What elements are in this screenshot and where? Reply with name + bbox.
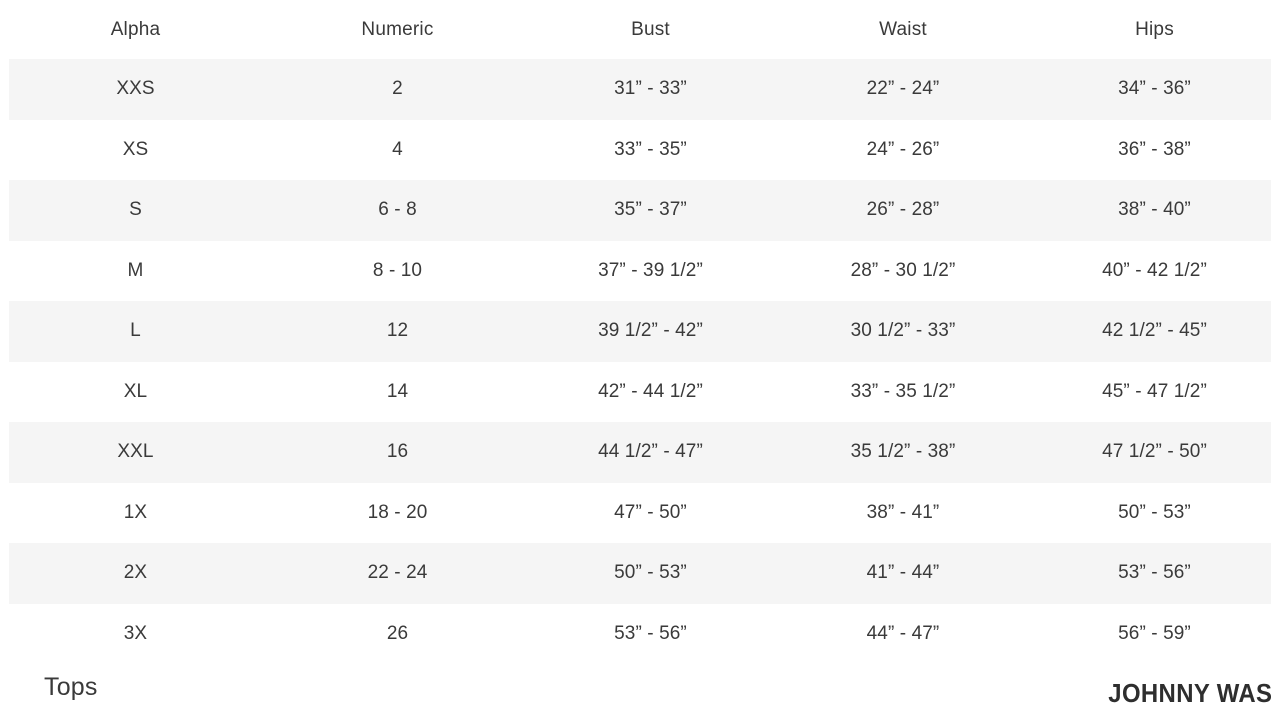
cell-waist: 38” - 41” bbox=[866, 501, 940, 523]
cell-numeric: 14 bbox=[386, 380, 409, 402]
column-header-waist: Waist bbox=[777, 0, 1029, 59]
cell-waist: 28” - 30 1/2” bbox=[850, 259, 956, 281]
table-row: M 8 - 10 37” - 39 1/2” 28” - 30 1/2” 40” - 4… bbox=[0, 241, 1280, 302]
cell-alpha: XS bbox=[122, 138, 149, 160]
brand-logo-johnny-was: JOHNNY WAS bbox=[1107, 678, 1272, 708]
cell-bust: 39 1/2” - 42” bbox=[598, 320, 703, 342]
cell-hips: 50” - 53” bbox=[1118, 501, 1191, 523]
cell-numeric: 18 - 20 bbox=[367, 501, 428, 523]
cell-waist: 33” - 35 1/2” bbox=[850, 380, 956, 402]
cell-alpha: XL bbox=[123, 380, 148, 402]
column-header-alpha: Alpha bbox=[0, 0, 271, 59]
cell-bust: 31” - 33” bbox=[614, 78, 687, 100]
cell-bust: 42” - 44 1/2” bbox=[598, 380, 703, 402]
table-header-row: Alpha Numeric Bust Waist Hips bbox=[0, 0, 1280, 59]
footer-category-label: Tops bbox=[44, 673, 98, 701]
cell-bust: 35” - 37” bbox=[614, 199, 687, 221]
cell-numeric: 12 bbox=[386, 320, 409, 342]
cell-hips: 34” - 36” bbox=[1118, 78, 1191, 100]
cell-hips: 56” - 59” bbox=[1118, 622, 1191, 644]
cell-hips: 53” - 56” bbox=[1118, 562, 1191, 584]
cell-alpha: L bbox=[130, 320, 141, 342]
cell-alpha: S bbox=[129, 199, 142, 221]
cell-bust: 33” - 35” bbox=[614, 138, 687, 160]
cell-waist: 22” - 24” bbox=[866, 78, 940, 100]
cell-numeric: 4 bbox=[392, 138, 403, 160]
cell-waist: 35 1/2” - 38” bbox=[850, 441, 956, 463]
footer: Tops JOHNNY WAS bbox=[0, 664, 1280, 720]
table-row: 1X 18 - 20 47” - 50” 38” - 41” 50” - 53” bbox=[0, 483, 1280, 544]
cell-numeric: 6 - 8 bbox=[378, 199, 417, 221]
cell-waist: 26” - 28” bbox=[866, 199, 940, 221]
cell-bust: 37” - 39 1/2” bbox=[598, 259, 703, 281]
table-row: XXL 16 44 1/2” - 47” 35 1/2” - 38” 47 1/2” -… bbox=[0, 422, 1280, 483]
cell-bust: 50” - 53” bbox=[614, 562, 687, 584]
cell-bust: 53” - 56” bbox=[614, 622, 687, 644]
cell-numeric: 26 bbox=[386, 622, 409, 644]
cell-alpha: 3X bbox=[123, 622, 148, 644]
cell-alpha: XXS bbox=[116, 78, 155, 100]
cell-numeric: 2 bbox=[392, 78, 403, 100]
cell-waist: 24” - 26” bbox=[866, 138, 940, 160]
table-header: Alpha Numeric Bust Waist Hips bbox=[0, 0, 1280, 59]
size-chart-table: Alpha Numeric Bust Waist Hips XXS 2 31” - … bbox=[0, 0, 1280, 664]
cell-alpha: M bbox=[127, 259, 144, 281]
cell-hips: 45” - 47 1/2” bbox=[1102, 380, 1207, 402]
table-row: 2X 22 - 24 50” - 53” 41” - 44” 53” - 56” bbox=[0, 543, 1280, 604]
cell-bust: 47” - 50” bbox=[614, 501, 687, 523]
cell-bust: 44 1/2” - 47” bbox=[598, 441, 703, 463]
cell-hips: 36” - 38” bbox=[1118, 138, 1191, 160]
cell-numeric: 16 bbox=[386, 441, 409, 463]
cell-numeric: 22 - 24 bbox=[367, 562, 428, 584]
cell-alpha: XXL bbox=[117, 441, 154, 463]
cell-waist: 44” - 47” bbox=[866, 622, 940, 644]
cell-hips: 42 1/2” - 45” bbox=[1102, 320, 1207, 342]
cell-numeric: 8 - 10 bbox=[372, 259, 423, 281]
cell-hips: 38” - 40” bbox=[1118, 199, 1191, 221]
cell-alpha: 1X bbox=[123, 501, 148, 523]
table-body: XXS 2 31” - 33” 22” - 24” 34” - 36” XS 4 33” - … bbox=[0, 59, 1280, 664]
cell-waist: 41” - 44” bbox=[866, 562, 940, 584]
cell-hips: 40” - 42 1/2” bbox=[1102, 259, 1207, 281]
cell-hips: 47 1/2” - 50” bbox=[1102, 441, 1207, 463]
cell-waist: 30 1/2” - 33” bbox=[850, 320, 956, 342]
cell-alpha: 2X bbox=[123, 562, 148, 584]
column-header-hips: Hips bbox=[1029, 0, 1280, 59]
column-header-bust: Bust bbox=[524, 0, 777, 59]
table-row: 3X 26 53” - 56” 44” - 47” 56” - 59” bbox=[0, 604, 1280, 665]
table-row: XS 4 33” - 35” 24” - 26” 36” - 38” bbox=[0, 120, 1280, 181]
table-row: S 6 - 8 35” - 37” 26” - 28” 38” - 40” bbox=[0, 180, 1280, 241]
column-header-numeric: Numeric bbox=[271, 0, 524, 59]
table-row: XXS 2 31” - 33” 22” - 24” 34” - 36” bbox=[0, 59, 1280, 120]
table-row: L 12 39 1/2” - 42” 30 1/2” - 33” 42 1/2” - 4… bbox=[0, 301, 1280, 362]
table-row: XL 14 42” - 44 1/2” 33” - 35 1/2” 45” - 47 1… bbox=[0, 362, 1280, 423]
